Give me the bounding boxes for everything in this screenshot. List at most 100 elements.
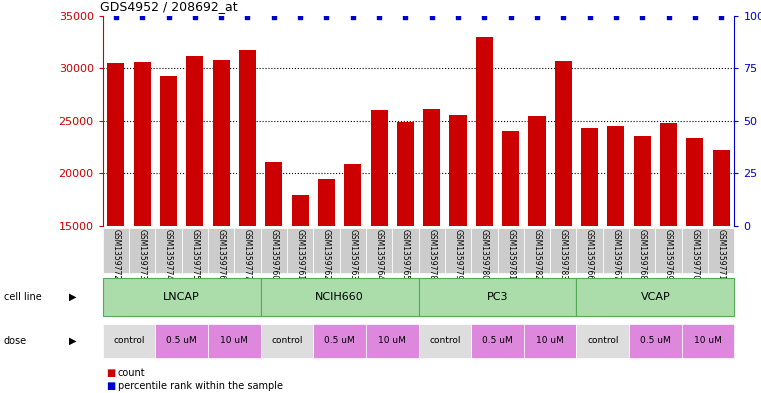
Bar [186, 56, 203, 384]
Bar [577, 324, 629, 358]
Bar [107, 63, 125, 384]
Bar [682, 228, 708, 273]
Text: GSM1359764: GSM1359764 [374, 229, 384, 281]
Bar [208, 324, 260, 358]
Text: GSM1359765: GSM1359765 [401, 229, 410, 281]
Bar [629, 324, 682, 358]
Text: cell line: cell line [4, 292, 42, 302]
Bar [555, 61, 572, 384]
Text: GSM1359770: GSM1359770 [690, 229, 699, 281]
Text: 10 uM: 10 uM [537, 336, 564, 345]
Bar [419, 228, 445, 273]
Text: PC3: PC3 [487, 292, 508, 302]
Text: GSM1359780: GSM1359780 [480, 229, 489, 281]
Text: GSM1359769: GSM1359769 [664, 229, 673, 281]
Bar [450, 114, 466, 384]
Bar [524, 228, 550, 273]
Bar [712, 150, 730, 384]
Bar [419, 278, 577, 316]
Text: count: count [118, 368, 145, 378]
Bar [287, 228, 314, 273]
Bar [634, 136, 651, 384]
Text: control: control [271, 336, 303, 345]
Point [478, 14, 490, 20]
Bar [471, 228, 498, 273]
Text: 10 uM: 10 uM [378, 336, 406, 345]
Bar [208, 228, 234, 273]
Bar [314, 228, 339, 273]
Point [557, 14, 569, 20]
Bar [476, 37, 493, 384]
Text: GSM1359763: GSM1359763 [349, 229, 357, 281]
Text: GSM1359768: GSM1359768 [638, 229, 647, 281]
Bar [129, 228, 155, 273]
Bar [524, 324, 577, 358]
Bar [708, 228, 734, 273]
Bar [419, 324, 471, 358]
Text: 0.5 uM: 0.5 uM [324, 336, 355, 345]
Text: GSM1359766: GSM1359766 [585, 229, 594, 281]
Text: dose: dose [4, 336, 27, 346]
Text: GSM1359774: GSM1359774 [164, 229, 173, 281]
Text: control: control [429, 336, 460, 345]
Bar [396, 122, 414, 384]
Bar [366, 324, 419, 358]
Bar [291, 195, 309, 384]
Bar [603, 228, 629, 273]
Bar [318, 179, 335, 384]
Text: ▶: ▶ [68, 292, 76, 302]
Point [452, 14, 464, 20]
Point [505, 14, 517, 20]
Text: VCAP: VCAP [641, 292, 670, 302]
Text: NCIH660: NCIH660 [315, 292, 364, 302]
Text: 0.5 uM: 0.5 uM [640, 336, 670, 345]
Text: ■: ■ [107, 381, 116, 391]
Point [215, 14, 228, 20]
Text: 0.5 uM: 0.5 uM [167, 336, 197, 345]
Point [400, 14, 412, 20]
Bar [212, 60, 230, 384]
Bar [155, 228, 182, 273]
Point [636, 14, 648, 20]
Text: GSM1359773: GSM1359773 [138, 229, 147, 281]
Bar [528, 116, 546, 384]
Bar [445, 228, 471, 273]
Point [347, 14, 359, 20]
Point [689, 14, 701, 20]
Bar [134, 62, 151, 384]
Bar [498, 228, 524, 273]
Point [425, 14, 438, 20]
Text: 10 uM: 10 uM [694, 336, 722, 345]
Text: percentile rank within the sample: percentile rank within the sample [118, 381, 283, 391]
Bar [392, 228, 419, 273]
Bar [581, 128, 598, 384]
Text: GSM1359777: GSM1359777 [243, 229, 252, 281]
Bar [423, 109, 441, 384]
Text: GSM1359771: GSM1359771 [717, 229, 726, 281]
Bar [686, 138, 703, 384]
Text: ■: ■ [107, 368, 116, 378]
Text: GDS4952 / 208692_at: GDS4952 / 208692_at [100, 0, 237, 13]
Text: GSM1359772: GSM1359772 [111, 229, 120, 281]
Bar [471, 324, 524, 358]
Text: control: control [587, 336, 619, 345]
Text: GSM1359779: GSM1359779 [454, 229, 463, 281]
Text: 0.5 uM: 0.5 uM [482, 336, 513, 345]
Point [294, 14, 306, 20]
Bar [655, 228, 682, 273]
Text: GSM1359776: GSM1359776 [217, 229, 226, 281]
Bar [260, 228, 287, 273]
Bar [160, 75, 177, 384]
Bar [577, 278, 734, 316]
Text: GSM1359782: GSM1359782 [533, 229, 542, 280]
Text: GSM1359778: GSM1359778 [427, 229, 436, 281]
Point [189, 14, 201, 20]
Text: GSM1359761: GSM1359761 [295, 229, 304, 281]
Point [715, 14, 728, 20]
Bar [103, 324, 155, 358]
Point [610, 14, 622, 20]
Bar [629, 228, 655, 273]
Bar [314, 324, 366, 358]
Text: GSM1359762: GSM1359762 [322, 229, 331, 281]
Text: GSM1359767: GSM1359767 [611, 229, 620, 281]
